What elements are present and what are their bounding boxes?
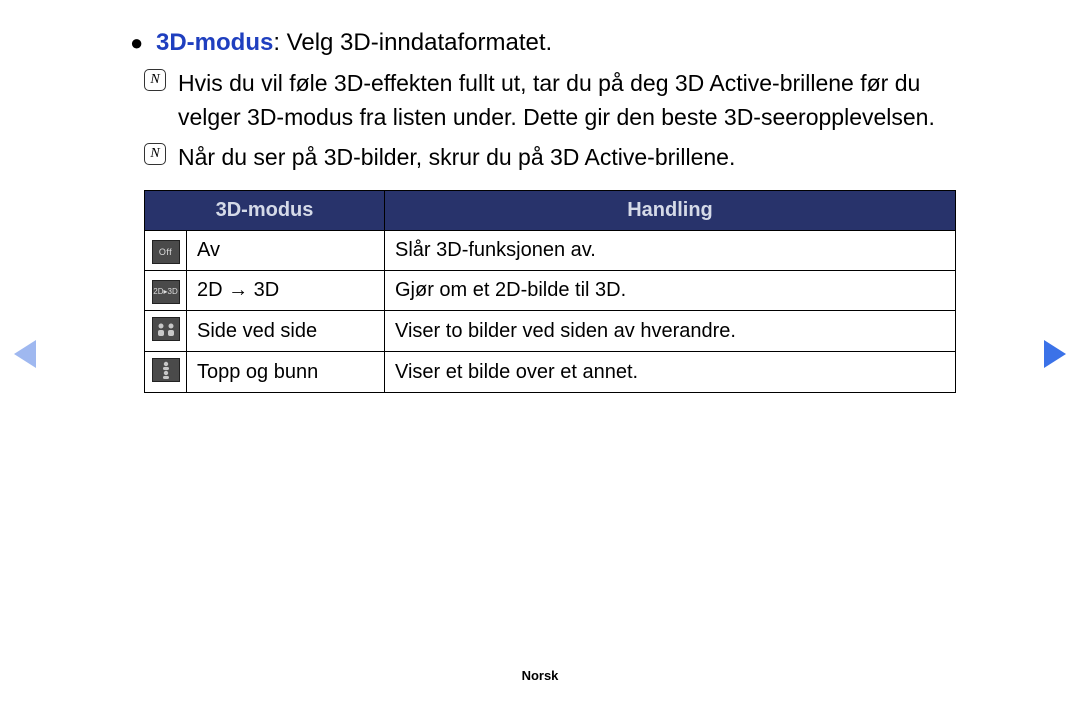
th-action: Handling [385,191,956,231]
footer-language: Norsk [0,668,1080,683]
2d-3d-icon: 2D▸3D [152,280,180,304]
table-row: Side ved side Viser to bilder ved siden … [145,311,956,352]
note-2: N Når du ser på 3D-bilder, skrur du på 3… [130,140,958,174]
note-icon-wrap: N [130,66,178,91]
top-bottom-icon [152,358,180,382]
mode-action: Gjør om et 2D-bilde til 3D. [385,271,956,311]
heading-text: 3D-modus: Velg 3D-inndataformatet. [156,29,552,57]
note-1-text: Hvis du vil føle 3D-effekten fullt ut, t… [178,66,958,134]
heading-line: ● 3D-modus: Velg 3D-inndataformatet. [130,28,958,58]
mode-name: Av [187,231,385,271]
mode-action: Slår 3D-funksjonen av. [385,231,956,271]
note-icon: N [144,143,166,165]
mode-name: Topp og bunn [187,352,385,393]
note-icon-wrap: N [130,140,178,165]
side-by-side-icon [152,317,180,341]
off-icon: Off [152,240,180,264]
prev-page-arrow[interactable] [14,340,36,368]
table-row: Off Av Slår 3D-funksjonen av. [145,231,956,271]
table-header-row: 3D-modus Handling [145,191,956,231]
mode-icon-cell [145,352,187,393]
bullet-icon: ● [130,28,156,58]
table-row: 2D▸3D 2D → 3D Gjør om et 2D-bilde til 3D… [145,271,956,311]
modes-table: 3D-modus Handling Off Av Slår 3D-funksjo… [144,190,956,393]
table-row: Topp og bunn Viser et bilde over et anne… [145,352,956,393]
mode-name: 2D → 3D [187,271,385,311]
table-wrap: 3D-modus Handling Off Av Slår 3D-funksjo… [144,190,958,393]
mode-icon-cell [145,311,187,352]
mode-icon-cell: Off [145,231,187,271]
note-2-text: Når du ser på 3D-bilder, skrur du på 3D … [178,140,958,174]
th-mode: 3D-modus [145,191,385,231]
heading-term: 3D-modus [156,29,273,56]
manual-page: ● 3D-modus: Velg 3D-inndataformatet. N H… [0,0,1080,705]
note-icon: N [144,69,166,91]
heading-rest: : Velg 3D-inndataformatet. [273,29,552,56]
next-page-arrow[interactable] [1044,340,1066,368]
mode-action: Viser et bilde over et annet. [385,352,956,393]
content-area: ● 3D-modus: Velg 3D-inndataformatet. N H… [130,28,958,393]
mode-action: Viser to bilder ved siden av hverandre. [385,311,956,352]
mode-icon-cell: 2D▸3D [145,271,187,311]
note-1: N Hvis du vil føle 3D-effekten fullt ut,… [130,66,958,134]
mode-name: Side ved side [187,311,385,352]
